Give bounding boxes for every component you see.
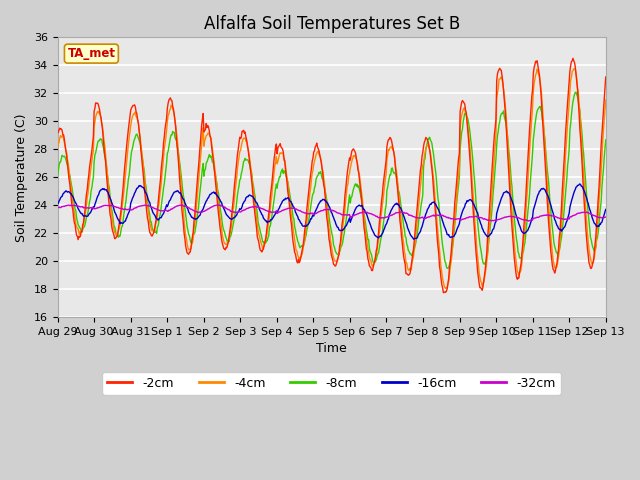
X-axis label: Time: Time <box>316 342 347 356</box>
Legend: -2cm, -4cm, -8cm, -16cm, -32cm: -2cm, -4cm, -8cm, -16cm, -32cm <box>102 372 561 395</box>
Text: TA_met: TA_met <box>67 47 115 60</box>
Y-axis label: Soil Temperature (C): Soil Temperature (C) <box>15 113 28 241</box>
Title: Alfalfa Soil Temperatures Set B: Alfalfa Soil Temperatures Set B <box>204 15 460 33</box>
